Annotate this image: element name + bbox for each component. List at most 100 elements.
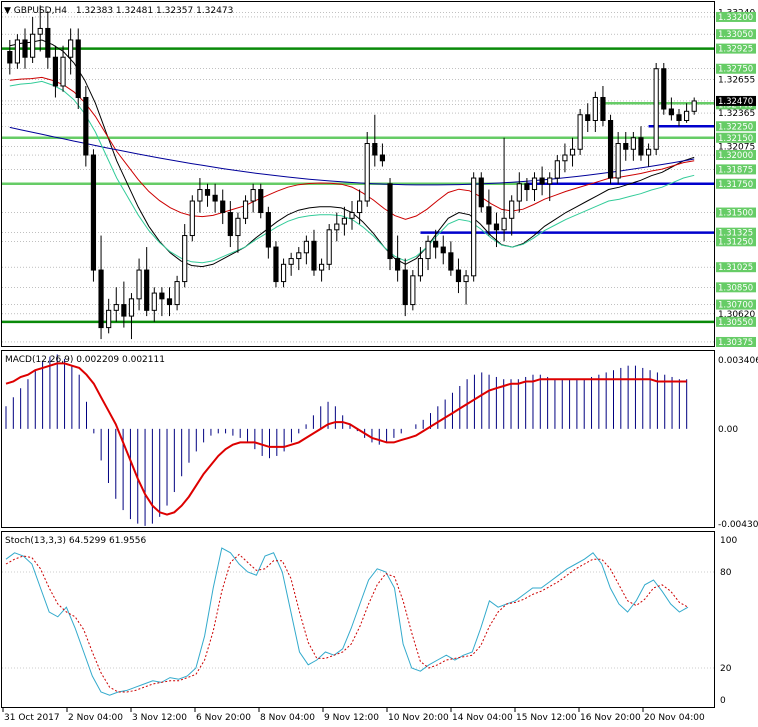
- candle-bear: [372, 143, 378, 156]
- candle-bear: [144, 269, 150, 311]
- price-tick-label: 1.30700: [718, 301, 753, 311]
- candle-bear: [90, 154, 97, 271]
- candle-bull: [615, 143, 621, 179]
- price-pane: [1, 1, 715, 347]
- candle-bull: [417, 258, 424, 277]
- price-label-tag: [716, 164, 756, 175]
- price-label-tag: [716, 132, 756, 143]
- price-label-tag: [716, 150, 756, 161]
- candle-bear: [539, 177, 545, 185]
- candle-bull: [516, 183, 522, 202]
- candle-bull: [425, 240, 431, 260]
- price-tick-label: 1.33200: [718, 13, 753, 23]
- candle-bear: [22, 39, 28, 58]
- time-tick-label: 14 Nov 04:00: [452, 713, 513, 723]
- ma-mid-line: [9, 76, 695, 220]
- candle-bear: [273, 246, 279, 283]
- price-axis-labels: 1.332401.332001.330501.329251.327501.326…: [716, 8, 756, 348]
- candle-bull: [14, 39, 20, 64]
- price-tick-label: 1.32075: [718, 142, 755, 152]
- stoch-tick-label: 20: [720, 664, 732, 674]
- candle-bear: [258, 189, 264, 214]
- stochastic-indicator: 100 80 20 0: [2, 536, 737, 706]
- price-tick-label: 1.32925: [718, 45, 753, 55]
- stoch-tick-label: 80: [720, 568, 732, 578]
- candle-bull: [250, 189, 256, 202]
- expand-triangle-icon[interactable]: ▼: [4, 6, 11, 16]
- price-tick-label: 1.31025: [718, 263, 753, 273]
- candle-bull: [501, 217, 507, 231]
- macd-tick-label: 0.003406: [718, 356, 758, 366]
- candle-bull: [364, 143, 370, 202]
- price-tick-label: 1.31875: [718, 165, 753, 175]
- time-tick-label: 3 Nov 12:00: [132, 713, 187, 723]
- price-tick-label: 1.33050: [718, 30, 753, 40]
- candle-bull: [341, 217, 347, 225]
- candle-bull: [280, 263, 287, 283]
- candle-bull: [592, 96, 598, 122]
- price-tick-label: 1.32150: [718, 134, 753, 144]
- candle-bear: [75, 39, 81, 98]
- time-tick-label: 20 Nov 04:00: [644, 713, 705, 723]
- candle-bear: [7, 50, 13, 64]
- candle-bull: [174, 281, 180, 306]
- candle-bear: [166, 298, 173, 306]
- candle-bull: [37, 27, 43, 35]
- candle-bear: [455, 269, 462, 283]
- candle-bull: [509, 200, 515, 219]
- candle-bear: [433, 240, 439, 248]
- price-label-tag: [716, 299, 756, 310]
- candle-bull: [326, 229, 332, 265]
- candle-bull: [318, 263, 325, 271]
- candle-bear: [83, 96, 89, 156]
- candle-bull: [357, 200, 363, 214]
- price-tick-label: 1.31750: [718, 180, 753, 190]
- stoch-signal-line: [5, 553, 689, 693]
- candle-bull: [531, 177, 538, 191]
- candle-bull: [151, 292, 157, 311]
- macd-signal-line: [5, 362, 687, 516]
- last-price-tag: [716, 95, 756, 106]
- price-label-tag: [716, 282, 756, 293]
- candle-bull: [410, 275, 416, 306]
- stoch-main-line: [5, 547, 689, 696]
- price-tick-label: 1.30375: [718, 338, 753, 348]
- candle-bear: [478, 177, 484, 208]
- candle-bull: [691, 100, 697, 112]
- candle-bull: [113, 304, 119, 311]
- price-label-tag: [716, 336, 756, 347]
- time-tick-label: 6 Nov 20:00: [196, 713, 251, 723]
- candle-bull: [30, 33, 36, 58]
- candle-bear: [607, 120, 614, 179]
- candle-bear: [98, 269, 104, 329]
- candle-bull: [128, 298, 135, 317]
- candle-bear: [668, 108, 674, 116]
- candle-bear: [524, 183, 530, 191]
- candle-bull: [296, 252, 302, 260]
- price-label-tag: [716, 11, 756, 22]
- support-resistance-levels: [2, 47, 714, 324]
- candle-bull: [653, 68, 659, 150]
- candle-bull: [334, 223, 340, 231]
- candle-bear: [395, 258, 401, 271]
- candle-bull: [197, 189, 203, 202]
- candle-bear: [600, 96, 606, 122]
- macd-tick-label: 0.00: [718, 425, 738, 435]
- price-label-tag: [716, 207, 756, 218]
- candle-bull: [577, 114, 583, 150]
- time-tick-label: 9 Nov 12:00: [324, 713, 379, 723]
- candle-bear: [212, 194, 218, 202]
- candle-bull: [569, 148, 576, 156]
- stoch-label: Stoch(13,3,3) 64.5299 61.9556: [5, 536, 146, 546]
- time-tick-label: 31 Oct 2017: [4, 713, 60, 723]
- macd-pane: [1, 350, 715, 528]
- candle-bear: [661, 68, 667, 110]
- candle-bear: [265, 212, 271, 248]
- candle-bear: [311, 240, 317, 271]
- candle-bull: [463, 275, 469, 283]
- price-tick-label: 1.30850: [718, 283, 753, 293]
- candle-bull: [235, 217, 241, 237]
- macd-label: MACD(12,26,9) 0.002209 0.002111: [5, 355, 165, 365]
- candle-bear: [486, 206, 492, 225]
